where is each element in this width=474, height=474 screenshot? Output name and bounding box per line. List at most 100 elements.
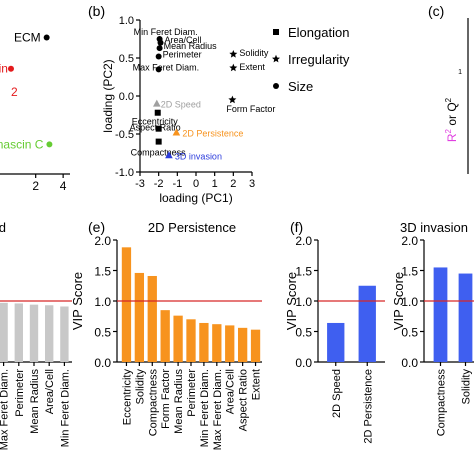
panel-e-x-tick-label: Aspect Ratio <box>238 369 250 431</box>
panel-c-y-axis-title: R2 or Q2 <box>444 97 459 142</box>
panel-b-point-eccentricity <box>154 109 161 116</box>
panel-a-x-tick-label: 2 <box>32 179 39 193</box>
legend-label-size: Size <box>288 79 313 94</box>
panel-e-bar-min-feret-diam <box>199 322 209 362</box>
panel-d-bar-mean-radius <box>29 304 39 362</box>
panel-b-point-label: Compactness <box>131 148 187 158</box>
panel-f-y-tick-label: 1.0 <box>295 295 312 309</box>
panel-b-y-tick-label: 0.0 <box>119 91 134 103</box>
panel-e-y-tick-label: 0.5 <box>94 326 111 340</box>
panel-f-y-tick-label: 0.0 <box>295 356 312 370</box>
panel-e-x-tick-label: Compactness <box>147 369 159 437</box>
panel-b-point-label: Extent <box>239 62 265 72</box>
panel-e-y-tick-label: 1.5 <box>94 265 111 279</box>
panel-b-x-tick-label: 1 <box>212 178 218 190</box>
panel-e-bar-mean-radius <box>173 315 183 362</box>
panel-g-y-tick-label: 1.5 <box>401 265 418 279</box>
panel-e-y-tick-label: 1.0 <box>94 295 111 309</box>
panel-a-x-tick-label: 4 <box>60 179 67 193</box>
panel-e-bar-compactness <box>147 275 157 362</box>
panel-e-bar-perimeter <box>186 319 196 362</box>
panel-e-x-tick-label: Extent <box>251 369 263 400</box>
panel-e-bar-area-cell <box>225 325 235 362</box>
panel-d-x-tick-label: Max Feret Diam. <box>0 369 11 450</box>
panel-d-x-tick-label: Area/Cell <box>44 369 56 414</box>
panel-b-point-label: 3D invasion <box>175 151 222 161</box>
panel-f-x-tick-label: 2D Persistence <box>362 369 374 444</box>
panel-e-bar-extent <box>250 329 261 362</box>
panel-e-bar-aspect-ratio <box>237 327 248 362</box>
legend-marker-elongation <box>273 29 279 35</box>
panel-label-b: (b) <box>88 3 105 19</box>
panel-a-point-label: ECM <box>14 31 41 45</box>
panel-g-x-tick-label: Compactness <box>436 369 448 437</box>
panel-b-point-mean-radius <box>156 45 163 52</box>
panel-b-point-label: Mean Radius <box>164 41 218 51</box>
panel-label-e: (e) <box>88 219 105 235</box>
panel-d-bar-area-cell <box>45 305 54 362</box>
panel-d-bar-max-feret-diam <box>0 302 8 362</box>
panel-b-point-extent <box>229 63 238 72</box>
panel-e-title: 2D Persistence <box>148 220 236 235</box>
panel-f-bar-2d-speed <box>327 322 345 362</box>
panel-b-x-tick-label: -2 <box>154 178 164 190</box>
panel-b-point-label: Perimeter <box>163 49 202 59</box>
panel-g-bar-compactness <box>433 267 448 362</box>
panel-e-y-axis-title: VIP Score <box>70 272 85 330</box>
panel-a-point-label: 2 <box>11 85 18 99</box>
panel-e-x-tick-label: Solidity <box>134 369 146 405</box>
panel-b-y-axis-title: loading (PC2) <box>101 59 115 132</box>
panel-d-bar-perimeter <box>14 303 23 362</box>
panel-label-c: (c) <box>428 3 444 19</box>
legend-label-elongation: Elongation <box>288 25 349 40</box>
panel-g-y-tick-label: 0.5 <box>401 326 418 340</box>
panel-b-point-label: Solidity <box>239 48 269 58</box>
panel-e-bar-max-feret-diam <box>212 324 222 362</box>
panel-b-x-tick-label: 2 <box>230 178 236 190</box>
panel-b-x-tick-label: -3 <box>135 178 145 190</box>
panel-e-x-tick-label: Max Feret Diam. <box>212 369 224 450</box>
panel-d-bar-min-feret-diam <box>60 306 69 362</box>
panel-e-y-tick-label: 2.0 <box>94 234 111 248</box>
panel-g-x-tick-label: Solidity <box>461 369 473 405</box>
panel-b-point-3d-invasion <box>165 151 173 159</box>
panel-c-y-axis-title-text: R2 or Q2 <box>444 97 459 142</box>
panel-b-point-label: Eccentricity <box>132 117 179 127</box>
panel-a-point-ronectin <box>7 65 14 72</box>
panel-b-point-solidity <box>229 50 238 58</box>
panel-b-x-axis-title: loading (PC1) <box>159 191 232 205</box>
panel-b-point-label: Max Feret Diam. <box>133 62 200 72</box>
panel-d-x-tick-label: Mean Radius <box>29 369 41 434</box>
panel-a-point-label: ronectin <box>0 62 8 76</box>
panel-e-x-tick-label: Area/Cell <box>225 369 237 414</box>
panel-a-point-label: enascin C <box>0 137 44 151</box>
panel-e-bar-form-factor <box>160 310 170 362</box>
panel-e-x-tick-label: Eccentricity <box>121 369 133 426</box>
panel-c-tick-label: 1 <box>458 69 462 76</box>
panel-b-point-2d-speed <box>153 99 161 107</box>
panel-b-point-area-cell <box>157 39 164 46</box>
panel-a-point-ecm <box>43 34 50 41</box>
panel-e-x-tick-label: Mean Radius <box>173 369 185 434</box>
panel-d-title-fragment: d <box>0 220 6 235</box>
panel-f-x-tick-label: 2D Speed <box>331 369 343 418</box>
panel-e-y-tick-label: 0.0 <box>94 356 111 370</box>
legend-label-irregularity: Irregularity <box>288 52 350 67</box>
panel-b-point-perimeter <box>155 53 162 60</box>
panel-d-x-tick-label: Min Feret Diam. <box>59 369 71 447</box>
panel-b-point-label: Aspect Ratio <box>130 123 181 133</box>
panel-b-x-tick-label: -1 <box>172 178 182 190</box>
panel-g-y-tick-label: 0.0 <box>401 356 418 370</box>
panel-b-point-max-feret-diam <box>155 66 162 73</box>
panel-b-point-label: 2D Persistence <box>182 128 243 138</box>
panel-b-y-tick-label: -1.0 <box>115 167 134 179</box>
panel-b-x-tick-label: 3 <box>249 178 255 190</box>
panel-e-x-tick-label: Min Feret Diam. <box>199 369 211 447</box>
legend-marker-size <box>273 83 279 89</box>
panel-label-f: (f) <box>290 219 303 235</box>
panel-g-bar-solidity <box>458 273 473 362</box>
panel-b-point-compactness <box>155 138 162 145</box>
panel-g-y-tick-label: 1.0 <box>401 295 418 309</box>
panel-d-x-tick-label: Perimeter <box>14 369 26 417</box>
